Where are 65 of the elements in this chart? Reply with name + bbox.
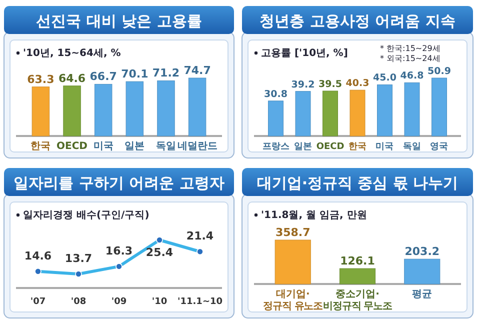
x-tick-label: '07 (30, 297, 46, 307)
chart-title: 선진국 대비 낮은 고용률 (36, 12, 202, 30)
x-tick-label: 한국 (30, 141, 51, 152)
data-label: 40.3 (346, 78, 370, 90)
data-label: 21.4 (186, 230, 214, 243)
chart-title: 일자리를 구하기 어려운 고령자 (14, 174, 224, 192)
data-label: 358.7 (275, 226, 310, 239)
chart-title: 대기업·정규직 중심 몫 나누기 (256, 174, 458, 192)
x-tick-label: 미국 (376, 142, 394, 152)
data-label: 46.8 (400, 70, 424, 82)
x-tick-label: 대기업·정규직 유노조 (263, 289, 324, 312)
bar (404, 82, 420, 136)
data-label: 45.0 (373, 72, 397, 84)
data-label: 63.3 (27, 72, 54, 86)
data-label: 64.6 (58, 72, 86, 85)
x-tick-label: 독일 (402, 142, 421, 152)
x-tick-label: '08 (70, 297, 86, 307)
text: * 외국:15~24세 (380, 54, 440, 63)
chart-subtitle: 일자리경쟁 배수(구인/구직) (23, 210, 150, 221)
data-label: 126.1 (340, 254, 375, 268)
bar (157, 80, 175, 136)
data-label: 74.7 (184, 64, 211, 77)
x-tick-label: 한국 (348, 142, 366, 152)
data-label: 39.2 (291, 79, 315, 90)
chart-subtitle: '11.8월, 월 임금, 만원 (261, 210, 367, 221)
chart-subtitle: 고용률 ['10년, %] (261, 48, 348, 59)
x-tick-label: 독일 (156, 141, 176, 152)
x-tick-label: '09 (111, 297, 127, 307)
bar (432, 78, 447, 136)
bar (377, 84, 392, 136)
chart-subtitle: '10년, 15~64세, % (23, 48, 121, 59)
data-label: 14.6 (24, 249, 52, 262)
bar (322, 90, 338, 136)
x-tick-label: 영국 (430, 142, 448, 152)
x-tick-label: '10 (152, 297, 168, 307)
data-label: 39.5 (318, 78, 342, 90)
bar (268, 100, 284, 136)
x-tick-label: 네덜란드 (177, 141, 218, 152)
data-label: 50.9 (428, 66, 451, 77)
x-tick-label: 일본 (124, 141, 145, 152)
data-label: 66.7 (90, 70, 117, 84)
x-tick-label: 평균 (412, 289, 432, 300)
data-label: 25.4 (146, 246, 174, 259)
x-tick-label: OECD (316, 142, 344, 152)
data-label: 203.2 (404, 245, 440, 258)
bar (63, 86, 81, 136)
data-label: 30.8 (264, 88, 288, 100)
x-tick-label: OECD (56, 141, 88, 152)
bar (188, 78, 206, 136)
x-tick-label: 미국 (93, 141, 114, 152)
data-label: 70.1 (121, 68, 148, 81)
x-tick-label: 중소기업·비정규직 무노조 (323, 289, 392, 312)
x-tick-label: 프랑스 (262, 142, 290, 152)
bar (94, 84, 112, 136)
bar (126, 81, 144, 136)
data-label: 16.3 (105, 244, 133, 258)
data-label: 13.7 (64, 252, 92, 265)
x-tick-label: 일본 (294, 142, 312, 152)
bar (32, 86, 50, 136)
x-tick-label: '11.1~10 (177, 297, 223, 307)
text: * 한국:15~29세 (380, 44, 440, 53)
bar (295, 91, 311, 136)
data-label: 71.2 (152, 66, 180, 80)
chart-title: 청년층 고용사정 어려움 지속 (260, 12, 456, 30)
bar (350, 90, 366, 136)
